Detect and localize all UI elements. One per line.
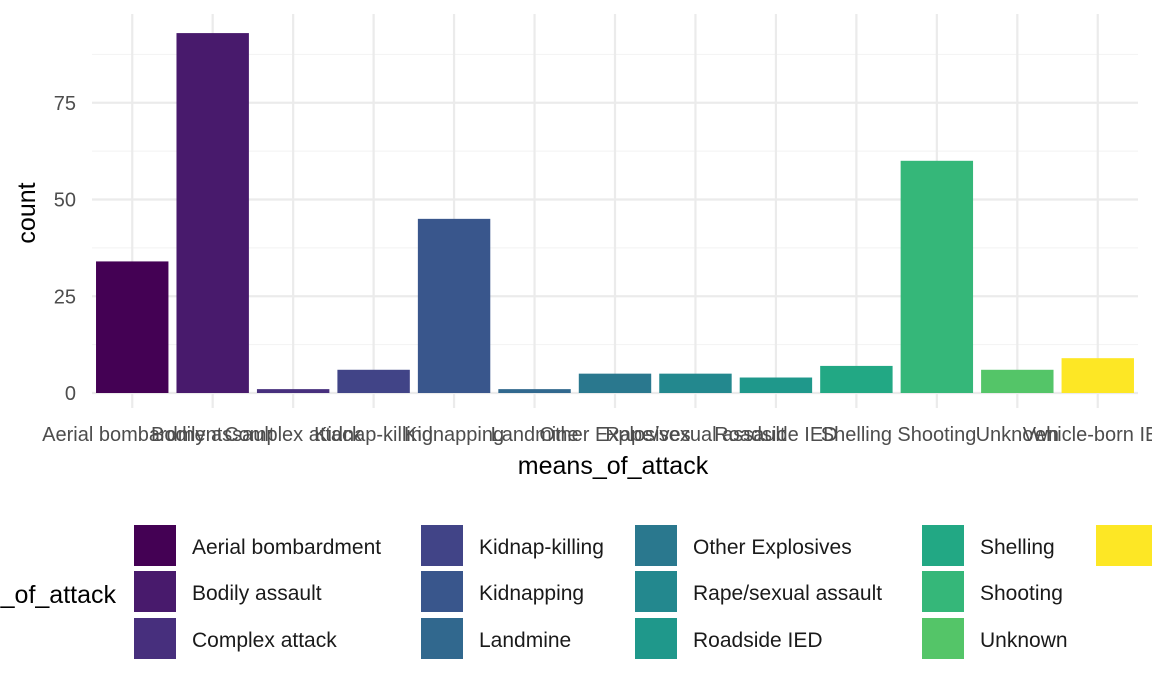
x-tick-label: Unknown bbox=[976, 424, 1059, 446]
y-tick-label: 75 bbox=[54, 93, 76, 115]
x-tick-label: Landmine bbox=[491, 424, 579, 446]
x-tick-label: Aerial bombardment bbox=[42, 424, 223, 446]
y-axis-ticks: 0 25 50 75 bbox=[54, 93, 76, 405]
legend-key bbox=[635, 525, 677, 566]
bar bbox=[96, 261, 169, 393]
legend-key bbox=[922, 525, 964, 566]
bar bbox=[739, 377, 813, 393]
bar bbox=[1061, 358, 1134, 393]
legend-label: Aerial bombardment bbox=[192, 536, 381, 559]
legend-key bbox=[421, 618, 463, 659]
legend-key bbox=[421, 525, 463, 566]
x-tick-label: Rape/sexual assault bbox=[605, 424, 786, 446]
x-tick-label: Shelling bbox=[821, 424, 892, 446]
x-tick-label: Complex attack bbox=[224, 424, 363, 446]
bar bbox=[498, 389, 571, 393]
x-tick-label: Kidnapping bbox=[404, 424, 504, 446]
legend-label: Other Explosives bbox=[693, 536, 852, 559]
bar bbox=[417, 218, 491, 393]
legend-label: Bodily assault bbox=[192, 582, 322, 605]
legend-label: Roadside IED bbox=[693, 629, 823, 652]
x-tick-label: Roadside IED bbox=[714, 424, 837, 446]
legend-key bbox=[922, 571, 964, 612]
legend: Aerial bombardment Bodily assault Complex … bbox=[134, 525, 1152, 659]
legend-label: Shelling bbox=[980, 536, 1055, 559]
legend-key bbox=[1096, 525, 1152, 566]
x-tick-label: Shooting bbox=[897, 424, 976, 446]
bar bbox=[659, 373, 732, 393]
y-tick-label: 25 bbox=[54, 286, 76, 308]
x-axis-title: means_of_attack bbox=[518, 452, 709, 480]
legend-label: Rape/sexual assault bbox=[693, 582, 882, 605]
x-tick-label: Kidnap-killing bbox=[314, 424, 433, 446]
bar bbox=[256, 389, 330, 393]
x-tick-label: Bodily assault bbox=[151, 424, 275, 446]
bar bbox=[900, 160, 974, 393]
y-tick-label: 0 bbox=[65, 383, 76, 405]
bar bbox=[578, 373, 652, 393]
bar bbox=[176, 33, 249, 394]
legend-key bbox=[635, 571, 677, 612]
legend-label: Shooting bbox=[980, 582, 1063, 605]
legend-title: means_of_attack bbox=[0, 581, 116, 609]
bar bbox=[820, 365, 893, 393]
legend-label: Unknown bbox=[980, 629, 1068, 652]
legend-key bbox=[134, 618, 176, 659]
legend-key bbox=[421, 571, 463, 612]
legend-label: Landmine bbox=[479, 629, 571, 652]
x-tick-label: Other Explosives bbox=[539, 424, 690, 446]
legend-label: Kidnapping bbox=[479, 582, 584, 605]
y-tick-label: 50 bbox=[54, 190, 76, 212]
bar bbox=[337, 369, 410, 393]
legend-label: Kidnap-killing bbox=[479, 536, 604, 559]
y-axis-title: count bbox=[13, 182, 41, 243]
legend-key bbox=[134, 571, 176, 612]
legend-key bbox=[635, 618, 677, 659]
legend-label: Complex attack bbox=[192, 629, 337, 652]
bars bbox=[96, 33, 1134, 394]
bar bbox=[981, 369, 1054, 393]
x-tick-label: Vehicle-born IED bbox=[1023, 424, 1152, 446]
legend-key bbox=[134, 525, 176, 566]
legend-key bbox=[922, 618, 964, 659]
